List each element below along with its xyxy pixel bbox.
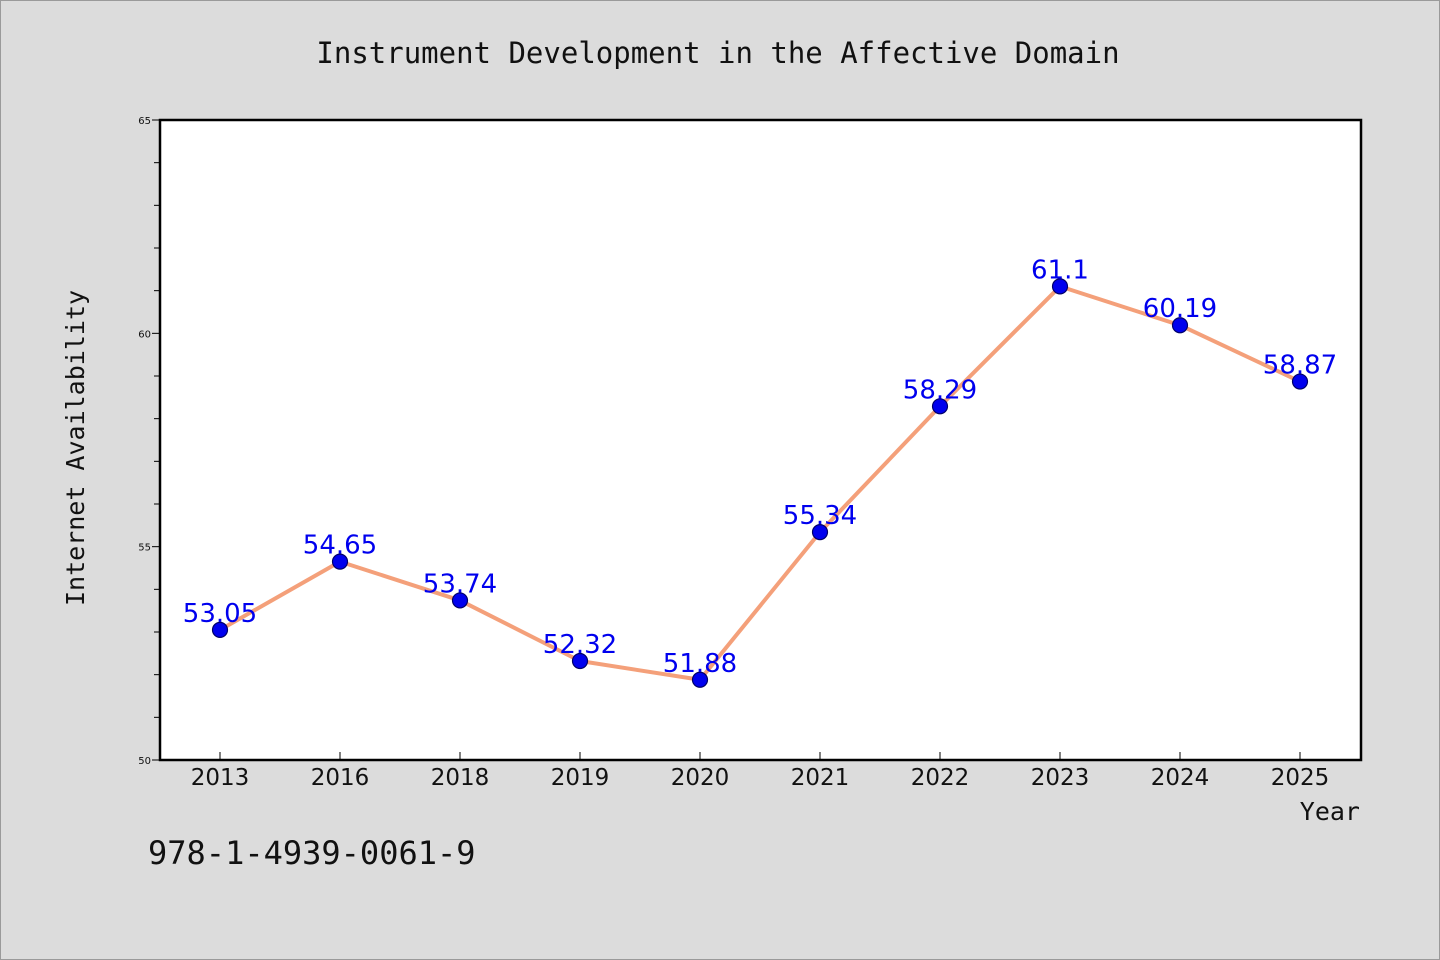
- data-point: [931, 398, 949, 415]
- data-label: 61.1: [1031, 255, 1089, 285]
- x-axis-label: Year: [1300, 797, 1360, 826]
- x-axis-ticks: 2013 2016 2018 2019 2020 2021 2022 2023 2024 2025: [191, 752, 1330, 791]
- data-label: 54.65: [303, 531, 377, 561]
- data-label: 52.32: [543, 630, 617, 660]
- x-tick-label: 2022: [911, 765, 970, 791]
- y-tick-label: 55: [138, 543, 151, 554]
- data-point: [691, 671, 709, 688]
- data-point: [451, 592, 469, 609]
- x-tick-label: 2025: [1271, 765, 1330, 791]
- data-point: [1171, 317, 1189, 334]
- x-tick-label: 2018: [431, 765, 490, 791]
- x-tick-label: 2020: [671, 765, 730, 791]
- data-point: [211, 621, 229, 638]
- data-label: 58.29: [903, 375, 977, 405]
- data-labels: 53.05 54.65 53.74 52.32 51.88 55.34 58.29 61.1 6…: [183, 255, 1337, 678]
- data-point: [1291, 373, 1309, 390]
- y-tick-label: 65: [138, 116, 151, 127]
- y-tick-label: 60: [138, 329, 151, 340]
- isbn-text: 978-1-4939-0061-9: [148, 834, 476, 872]
- data-point: [1051, 278, 1069, 295]
- data-label: 60.19: [1143, 294, 1217, 324]
- data-label: 58.87: [1263, 351, 1337, 381]
- chart-title: Instrument Development in the Affective …: [316, 36, 1119, 70]
- series-line: [218, 284, 1302, 682]
- x-tick-label: 2016: [311, 765, 370, 791]
- data-label: 55.34: [783, 501, 857, 531]
- x-tick-label: 2023: [1031, 765, 1090, 791]
- data-label: 53.05: [183, 599, 257, 629]
- data-label: 51.88: [663, 649, 737, 679]
- x-tick-label: 2013: [191, 765, 250, 791]
- data-point: [331, 553, 349, 570]
- y-tick-label: 50: [138, 756, 151, 767]
- data-point: [571, 652, 589, 670]
- y-axis-ticks: 50 55 60 65: [138, 116, 160, 767]
- x-tick-label: 2019: [551, 765, 610, 791]
- data-point: [811, 524, 829, 541]
- data-markers: [211, 278, 1309, 688]
- plot-frame: [158, 118, 1363, 762]
- x-tick-label: 2021: [791, 765, 850, 791]
- x-tick-label: 2024: [1151, 765, 1210, 791]
- plot-area: [160, 120, 1361, 760]
- y-axis-label: Internet Availability: [61, 290, 90, 606]
- data-label: 53.74: [423, 569, 497, 599]
